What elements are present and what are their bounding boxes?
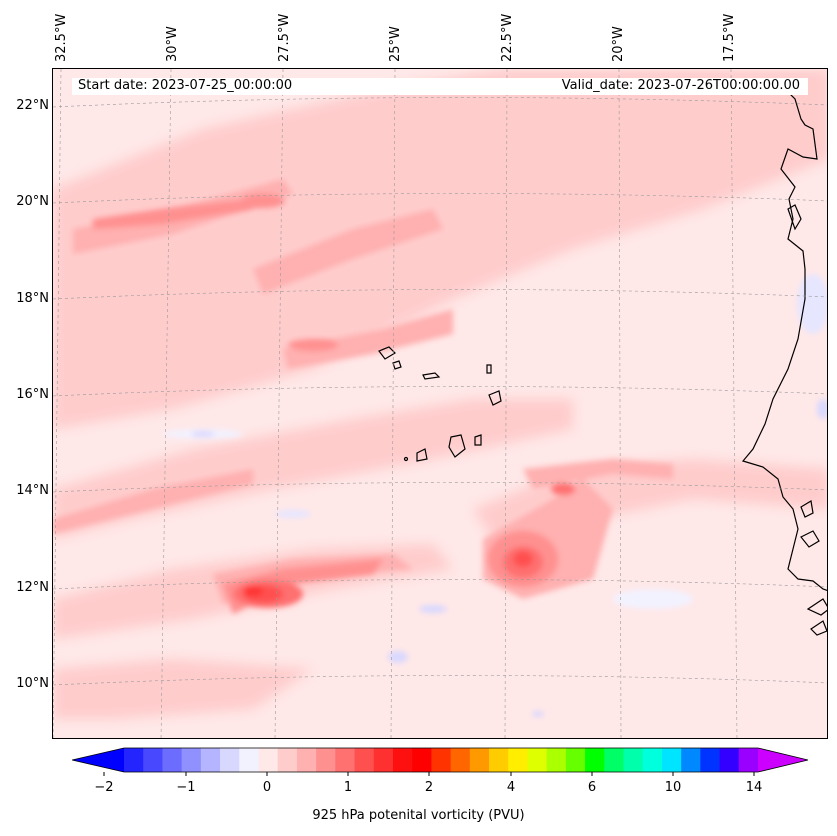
lon-label-2: 27.5°W: [277, 13, 292, 62]
lon-label-0: 32.5°W: [54, 13, 69, 62]
colorbar-bin-29: [681, 748, 701, 772]
colorbar-bin-16: [431, 748, 452, 772]
colorbar-tick-1: −1: [176, 780, 196, 795]
colorbar-tick-5: 4: [506, 780, 516, 795]
colorbar-bin-3: [181, 748, 202, 772]
cape-verde-islands: [378, 346, 502, 462]
colorbar-bin-19: [489, 748, 509, 772]
pv-contours-strong: [93, 194, 575, 614]
colorbar-bin-0: [124, 748, 144, 772]
map-panel[interactable]: [52, 68, 828, 739]
colorbar-bin-25: [604, 748, 625, 772]
valid-date-text: Valid_date: 2023-07-26T00:00:00.00: [561, 78, 800, 93]
colorbar-bin-9: [296, 748, 317, 772]
colorbar-tick-8: 14: [745, 780, 763, 795]
colorbar-bin-5: [220, 748, 240, 772]
colorbar-bin-4: [200, 748, 221, 772]
colorbar-tick-3: 1: [343, 780, 353, 795]
colorbar-bin-20: [508, 748, 528, 772]
lat-label-2: 18°N: [16, 291, 49, 306]
start-date-text: Start date: 2023-07-25_00:00:00: [78, 78, 293, 93]
lat-label-3: 16°N: [16, 387, 49, 402]
colorbar-bin-2: [162, 748, 183, 772]
colorbar-bin-21: [527, 748, 548, 772]
lat-label-6: 10°N: [16, 676, 49, 691]
coastline: [741, 88, 827, 636]
lat-label-5: 12°N: [16, 580, 49, 595]
colorbar-bin-10: [316, 748, 336, 772]
lat-label-0: 22°N: [16, 98, 49, 113]
colorbar-tick-6: 6: [587, 780, 597, 795]
lon-label-5: 20°W: [611, 26, 626, 62]
colorbar-extend-high: [758, 748, 808, 772]
colorbar-bin-18: [469, 748, 490, 772]
colorbar-tick-0: −2: [94, 780, 114, 795]
colorbar-bin-1: [143, 748, 163, 772]
colorbar-bin-23: [565, 748, 586, 772]
colorbar-bin-15: [412, 748, 432, 772]
colorbar-bin-26: [623, 748, 644, 772]
colorbar-bin-31: [719, 748, 740, 772]
date-banner: Start date: 2023-07-25_00:00:00 Valid_da…: [72, 78, 808, 95]
lon-label-3: 25°W: [388, 26, 403, 62]
colorbar-bin-27: [642, 748, 663, 772]
colorbar-bin-13: [373, 748, 394, 772]
graticule: [53, 69, 827, 738]
colorbar-bin-22: [546, 748, 567, 772]
lat-label-1: 20°N: [16, 194, 49, 209]
lon-label-1: 30°W: [165, 26, 180, 62]
colorbar-tick-7: 10: [664, 780, 682, 795]
colorbar-bin-14: [392, 748, 413, 772]
colorbar-extend-low: [72, 748, 124, 772]
colorbar: [72, 747, 809, 776]
lon-label-6: 17.5°W: [722, 13, 737, 62]
pv-field-map: [53, 69, 827, 738]
colorbar-bin-12: [354, 748, 375, 772]
colorbar-bin-17: [450, 748, 471, 772]
colorbar-bin-24: [585, 748, 605, 772]
lat-label-4: 14°N: [16, 483, 49, 498]
colorbar-bin-11: [335, 748, 356, 772]
colorbar-bin-32: [738, 748, 759, 772]
lon-label-4: 22.5°W: [500, 13, 515, 62]
colorbar-bin-30: [700, 748, 721, 772]
colorbar-tick-4: 2: [424, 780, 434, 795]
colorbar-bin-8: [277, 748, 298, 772]
colorbar-bin-28: [661, 748, 682, 772]
colorbar-outline: [72, 747, 809, 773]
colorbar-bin-7: [258, 748, 279, 772]
colorbar-bin-6: [239, 748, 259, 772]
colorbar-label: 925 hPa potenital vorticity (PVU): [312, 808, 525, 823]
colorbar-tick-2: 0: [262, 780, 272, 795]
